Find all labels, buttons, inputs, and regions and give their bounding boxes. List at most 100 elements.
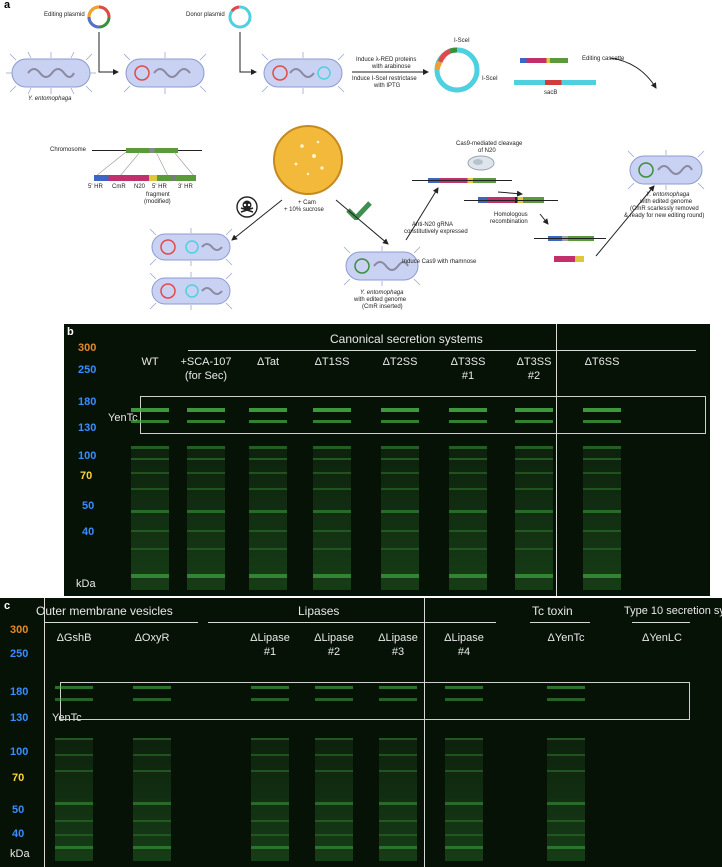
gel-band [315,846,353,849]
gel-band [515,458,553,460]
panel-a: a Editing plasmid Donor plasmid [0,0,722,330]
gel-smear [131,446,169,590]
gel-band [55,754,93,756]
unit-kda: kDa [10,848,30,860]
gel-band [445,698,483,701]
gel-band [547,738,585,740]
marker-100: 100 [10,746,29,758]
cam-label: + Cam [298,200,316,206]
gel-band [251,738,289,740]
gel-band [379,738,417,740]
gel-band [133,834,171,836]
cmr-label: CmR [112,184,126,190]
gel-band [445,834,483,836]
lane-label: ΔT1SS [314,356,350,368]
divider-c2 [424,598,425,867]
gel-band [379,846,417,849]
gel-band [55,820,93,822]
header-lipases: Lipases [298,604,340,618]
cas9-icon [467,155,495,171]
gel-band [131,472,169,474]
final-organism: Y. entomophaga [646,192,690,198]
gel-band [249,548,287,550]
lane-sublabel: #4 [457,646,471,658]
edited-line2: (CmR inserted) [362,304,403,310]
gel-band [55,802,93,805]
gel-band [379,686,417,689]
gel-band [583,574,621,578]
gel-band [55,698,93,701]
cleaved-locus-line [464,200,558,201]
anti-n20-line1: Anti-N20 gRNA [412,222,454,228]
lane-label: ΔGshB [56,632,92,644]
donor-plasmid-label: Donor plasmid [186,12,225,18]
marker-100: 100 [78,450,97,462]
gel-band [547,754,585,756]
gel-band [445,802,483,805]
marker-50: 50 [82,500,95,512]
marker-180: 180 [10,686,29,698]
cas9-cleavage-line2: of N20 [478,148,496,154]
gel-band [131,510,169,513]
gel-band [449,548,487,550]
gel-band [187,420,225,423]
gel-lane [131,324,169,596]
editing-cassette-bar [520,58,568,63]
gel-band [249,574,287,578]
gel-band [55,686,93,689]
gel-band [133,698,171,701]
gel-band [249,488,287,490]
lane-label: ΔLipase [314,632,354,644]
cas9-cleavage-line1: Cas9-mediated cleavage [456,141,523,147]
gel-band [249,408,287,412]
marker-50: 50 [12,804,25,816]
gel-band [583,420,621,423]
gel-lane [249,324,287,596]
gel-lane [381,324,419,596]
marker-250: 250 [78,364,97,376]
crossover-lines [95,152,195,177]
gel-smear [315,738,353,861]
marker-130: 130 [10,712,29,724]
gel-lane [583,324,621,596]
gel-band [251,846,289,849]
gel-band [315,738,353,740]
gel-band [133,686,171,689]
gel-band [187,510,225,513]
gel-smear [445,738,483,861]
gel-band [251,698,289,701]
fragment-label-1: fragment [146,192,170,198]
gel-band [583,458,621,460]
gel-band [187,472,225,474]
gel-band [313,446,351,449]
gel-lane [315,598,353,867]
rule-t10 [632,622,690,623]
rule-omv [44,622,198,623]
gel-band [583,548,621,550]
gel-band [547,834,585,836]
gel-lane [379,598,417,867]
gel-band [187,446,225,449]
gel-band [251,802,289,805]
gel-band [547,686,585,689]
gel-band [445,846,483,849]
gel-lane [445,598,483,867]
gel-band [249,510,287,513]
gel-band [445,770,483,772]
gel-band [133,754,171,756]
gel-band [449,488,487,490]
marker-130: 130 [78,422,97,434]
gel-smear [381,446,419,590]
gel-band [583,530,621,532]
gel-band [133,802,171,805]
lane-label: ΔTat [256,356,280,368]
sacb-bar [514,80,596,85]
gel-band [445,686,483,689]
excised-bar [554,256,584,262]
lane-divider [556,324,557,596]
gel-band [313,574,351,578]
marker-70: 70 [80,470,93,482]
edited-bacterium-icon [340,246,424,286]
gel-band [515,420,553,423]
gel-band [131,458,169,460]
